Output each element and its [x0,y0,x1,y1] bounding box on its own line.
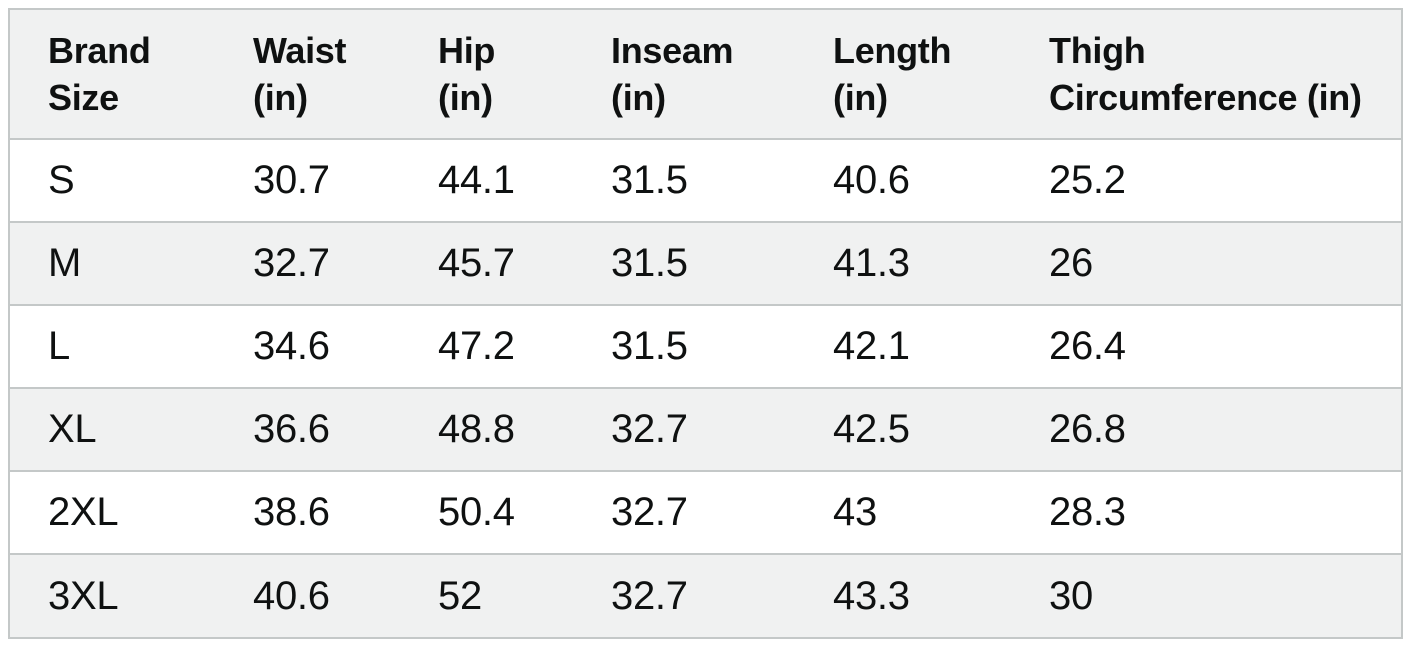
size-cell: 3XL [48,573,119,618]
column-header-thigh-circumference: Thigh Circumference (in) [1011,10,1401,139]
length-cell: 40.6 [833,158,910,202]
size-cell: M [48,241,82,285]
inseam-cell: 31.5 [611,241,688,285]
hip-cell: 52 [438,573,482,618]
thigh-cell: 30 [1049,573,1093,618]
waist-cell: 30.7 [253,158,330,202]
column-header-label: (in) [611,77,666,118]
length-cell: 42.5 [833,407,910,451]
thigh-cell: 26.4 [1049,324,1126,368]
column-header-label: Inseam [611,30,734,71]
column-header-label: Circumference (in) [1049,77,1362,118]
column-header-waist: Waist (in) [215,10,400,139]
size-cell: S [48,158,75,202]
column-header-label: Hip [438,30,496,71]
column-header-label: Thigh [1049,30,1146,71]
hip-cell: 50.4 [438,490,515,534]
size-chart-container: Brand Size Waist (in) Hip (in) Inseam (i… [8,8,1403,639]
size-cell: L [48,324,70,368]
column-header-label: Brand [48,30,151,71]
hip-cell: 47.2 [438,324,515,368]
thigh-cell: 28.3 [1049,490,1126,534]
waist-cell: 32.7 [253,241,330,285]
inseam-cell: 31.5 [611,324,688,368]
size-cell: 2XL [48,490,119,534]
length-cell: 43 [833,490,877,534]
length-cell: 41.3 [833,241,910,285]
hip-cell: 45.7 [438,241,515,285]
hip-cell: 44.1 [438,158,515,202]
length-cell: 43.3 [833,573,910,618]
waist-cell: 34.6 [253,324,330,368]
thigh-cell: 26 [1049,241,1093,285]
inseam-cell: 31.5 [611,158,688,202]
thigh-cell: 26.8 [1049,407,1126,451]
waist-cell: 38.6 [253,490,330,534]
size-cell: XL [48,407,97,451]
column-header-brand-size: Brand Size [10,10,215,139]
waist-cell: 36.6 [253,407,330,451]
thigh-cell: 25.2 [1049,158,1126,202]
table-row-3xl: 3XL 40.6 52 32.7 43.3 30 [10,554,1401,637]
inseam-cell: 32.7 [611,573,688,618]
waist-cell: 40.6 [253,573,330,618]
table-row-m: M 32.7 45.7 31.5 41.3 26 [10,222,1401,305]
table-row-xl: XL 36.6 48.8 32.7 42.5 26.8 [10,388,1401,471]
table-header-row: Brand Size Waist (in) Hip (in) Inseam (i… [10,10,1401,139]
column-header-hip: Hip (in) [400,10,573,139]
column-header-length: Length (in) [795,10,1011,139]
length-cell: 42.1 [833,324,910,368]
table-row-2xl: 2XL 38.6 50.4 32.7 43 28.3 [10,471,1401,554]
column-header-inseam: Inseam (in) [573,10,795,139]
column-header-label: (in) [253,77,308,118]
column-header-label: (in) [438,77,493,118]
size-chart-table: Brand Size Waist (in) Hip (in) Inseam (i… [10,10,1401,637]
column-header-label: Length [833,30,952,71]
inseam-cell: 32.7 [611,407,688,451]
table-row-l: L 34.6 47.2 31.5 42.1 26.4 [10,305,1401,388]
column-header-label: Waist [253,30,347,71]
inseam-cell: 32.7 [611,490,688,534]
column-header-label: (in) [833,77,888,118]
column-header-label: Size [48,77,119,118]
hip-cell: 48.8 [438,407,515,451]
table-row-s: S 30.7 44.1 31.5 40.6 25.2 [10,139,1401,222]
